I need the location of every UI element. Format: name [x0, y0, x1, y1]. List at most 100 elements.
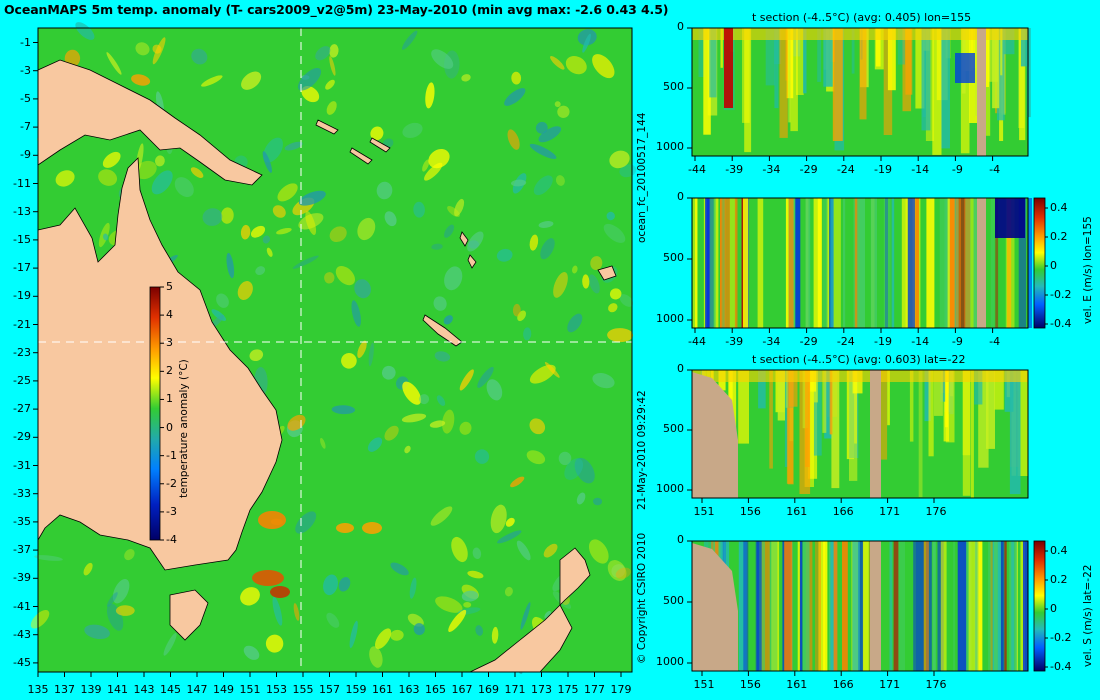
section-streak	[857, 198, 865, 328]
eddy-feature	[461, 74, 471, 82]
eddy-feature	[606, 211, 615, 221]
eddy-feature	[263, 137, 283, 163]
panel-frame	[691, 540, 1029, 672]
lat-tick-label: -43	[13, 627, 31, 641]
section-land-column	[977, 28, 986, 156]
section-streak	[978, 370, 989, 468]
section-streak	[851, 28, 855, 74]
section-streak	[695, 198, 698, 328]
colorbar-tick-label: -4	[166, 533, 177, 546]
eddy-feature	[241, 71, 262, 90]
eddy-feature	[402, 381, 422, 405]
lat-tick-label: -7	[20, 120, 31, 134]
section-streak	[859, 28, 867, 120]
x-tick-label: -14	[911, 163, 930, 176]
warm-eddy	[252, 570, 284, 586]
eddy-feature	[435, 596, 463, 613]
section-streak	[729, 198, 736, 328]
eddy-feature	[510, 476, 525, 488]
eddy-feature	[106, 592, 118, 607]
section-streak	[826, 198, 830, 328]
x-tick-label: -29	[799, 163, 818, 176]
eddy-feature	[544, 362, 560, 378]
section-streak	[887, 28, 896, 91]
eddy-feature	[284, 141, 303, 151]
section-streak	[913, 541, 916, 671]
depth-tick-label: 0	[677, 190, 684, 203]
section-streak	[823, 28, 833, 87]
section-land-slope	[692, 372, 738, 498]
velocity-colorbar-tick: 0.2	[1050, 573, 1068, 586]
eddy-feature	[83, 562, 93, 576]
eddy-feature	[262, 235, 271, 244]
eddy-feature	[567, 313, 583, 333]
section-streak	[738, 370, 749, 444]
eddy-feature	[298, 190, 326, 206]
eddy-feature	[341, 352, 357, 369]
eddy-feature	[381, 365, 396, 380]
velocity-colorbar-tick: 0.4	[1050, 201, 1068, 214]
eddy-feature	[543, 543, 558, 558]
section-streak	[832, 28, 843, 141]
eddy-feature	[467, 570, 484, 579]
section-panel-2	[687, 197, 1048, 333]
eddy-feature	[151, 170, 173, 195]
lat-tick-label: -25	[13, 373, 31, 387]
new-guinea-land	[37, 59, 263, 186]
x-tick-label: -29	[799, 335, 818, 348]
section-streak	[971, 28, 977, 68]
section-streak	[813, 198, 822, 328]
colorbar-tick-label: 1	[166, 392, 173, 406]
x-tick-label: 171	[879, 505, 901, 518]
section-streak	[889, 541, 893, 671]
lat-tick-label: -21	[13, 317, 31, 331]
colorbar-tick-label: 2	[166, 364, 173, 378]
section-streak	[769, 370, 773, 469]
eddy-feature	[523, 327, 532, 341]
lat-tick-label: -19	[13, 289, 31, 303]
eddy-feature	[582, 33, 591, 53]
eddy-feature	[444, 266, 463, 291]
section-streak	[755, 541, 762, 671]
eddy-feature	[272, 596, 283, 626]
section-streak	[976, 541, 982, 671]
section-streak	[915, 28, 925, 109]
eddy-feature	[538, 221, 554, 228]
x-tick-label: -44	[688, 335, 706, 348]
section-streak	[953, 541, 956, 671]
section-streak	[818, 541, 826, 671]
lat-tick-label: -3	[20, 63, 31, 77]
eddy-feature	[315, 46, 331, 61]
lon-tick-label: 169	[478, 683, 499, 696]
section-streak	[1027, 198, 1032, 328]
lon-tick-label: 159	[345, 683, 367, 696]
velocity-colorbar-label: vel. E (m/s) lon=155	[1082, 216, 1094, 324]
eddy-feature	[511, 179, 527, 187]
eddy-feature	[240, 587, 260, 606]
lon-tick-label: 135	[27, 683, 49, 696]
eddy-feature	[354, 279, 371, 299]
eddy-feature	[459, 421, 472, 435]
section-streak	[822, 198, 828, 328]
eddy-feature	[292, 255, 319, 269]
lon-tick-label: 151	[239, 683, 261, 696]
solomon-islands-land	[315, 119, 391, 165]
eddy-feature	[558, 451, 572, 466]
section-streak	[817, 28, 822, 82]
eddy-feature	[564, 458, 584, 480]
eddy-feature	[429, 420, 446, 428]
velocity-colorbar-tick: 0.2	[1050, 230, 1068, 243]
x-tick-label: -19	[874, 335, 892, 348]
lon-tick-label: 165	[425, 683, 446, 696]
eddy-feature	[375, 628, 392, 649]
eddy-feature	[266, 247, 273, 257]
section-streak	[955, 198, 961, 328]
section-streak	[734, 198, 738, 328]
section-streak	[1007, 198, 1012, 328]
section-streak	[829, 370, 833, 435]
section-streak	[818, 198, 822, 328]
lon-tick-label: 161	[372, 683, 393, 696]
eddy-feature	[538, 126, 562, 143]
eddy-feature	[305, 211, 317, 235]
section-streak	[993, 541, 998, 671]
